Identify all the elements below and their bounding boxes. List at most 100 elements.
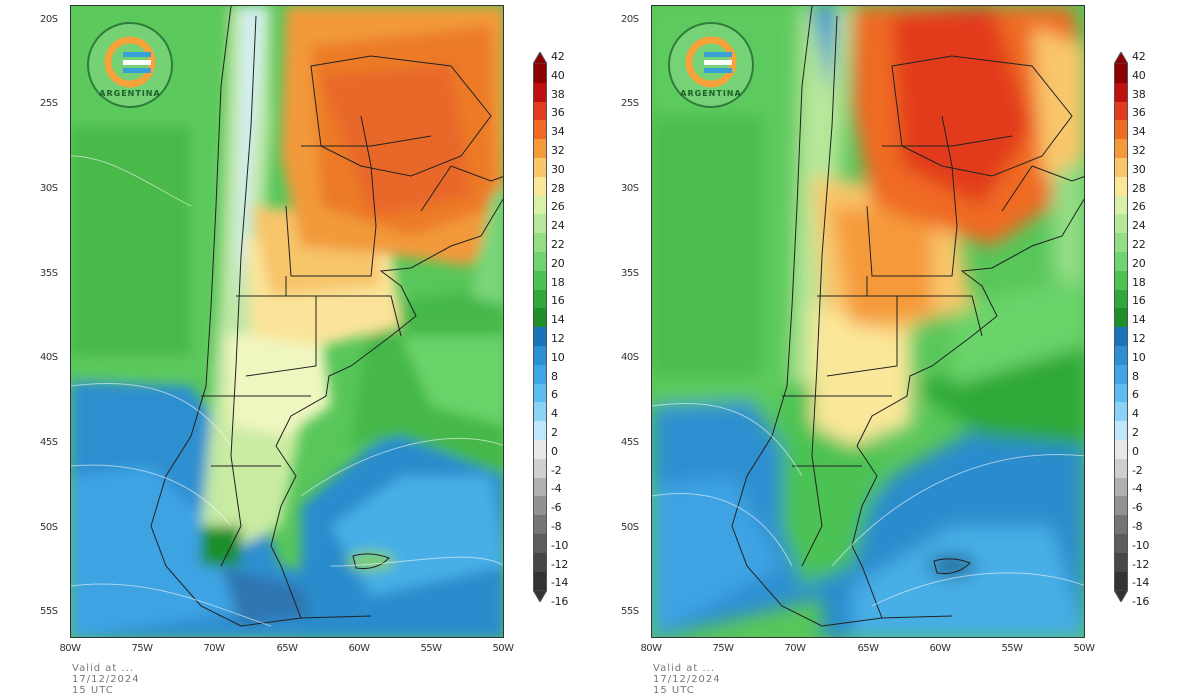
right-temperature-map: ARGENTINA [651,5,1085,638]
lon-tick: 80W [640,643,662,654]
right-boundaries [731,6,1084,627]
colorbar-level-label: -12 [1132,557,1150,571]
colorbar-level-label: -12 [551,557,569,571]
lat-tick: 20S [40,14,58,25]
colorbar-level-label: 38 [1132,87,1146,101]
lat-tick: 55S [621,606,639,617]
colorbar-swatch [533,477,547,497]
left-temperature-map: ARGENTINA [70,5,504,638]
right-caption: Valid at ... 17/12/2024 15 UTC [653,663,721,696]
colorbar-swatch [1114,233,1128,253]
colorbar-swatch [533,252,547,272]
colorbar-level-label: 42 [1132,50,1146,63]
colorbar-level-label: 22 [551,238,565,251]
lon-tick: 65W [276,643,298,654]
colorbar-bottom-arrow [533,590,547,603]
colorbar-swatch [1114,571,1128,591]
colorbar-swatch [533,158,547,178]
colorbar-swatch [1114,252,1128,272]
colorbar-swatch [533,176,547,197]
colorbar-level-label: 10 [551,350,565,364]
colorbar-level-label: 2 [1132,426,1139,439]
lon-tick: 70W [203,643,225,654]
colorbar-level-label: 26 [551,200,565,214]
lon-tick: 60W [348,643,370,654]
colorbar-level-label: 16 [1132,294,1146,308]
lat-tick: 35S [40,268,58,279]
lon-tick: 50W [492,643,514,654]
colorbar-level-label: -6 [1132,501,1143,515]
colorbar-level-label: -4 [551,482,562,496]
colorbar-level-label: 2 [551,426,558,439]
colorbar-swatch [533,496,547,516]
colorbar-level-label: -10 [551,538,569,552]
colorbar-swatch [533,139,547,159]
lat-tick: 30S [621,183,639,194]
smn-logo-icon [104,36,156,88]
colorbar-level-label: 4 [551,407,558,421]
colorbar-level-label: 28 [1132,181,1146,195]
colorbar-swatch [1114,214,1128,234]
colorbar-swatch [533,195,547,215]
lon-tick: 70W [784,643,806,654]
colorbar-swatch [533,571,547,591]
colorbar-level-label: 38 [551,87,565,101]
colorbar-level-label: -16 [551,595,569,609]
colorbar-level-label: 22 [1132,238,1146,251]
colorbar-level-label: 12 [1132,332,1146,345]
lat-tick: 35S [621,268,639,279]
colorbar-level-label: 32 [551,144,565,157]
colorbar-swatch [1114,327,1128,347]
colorbar-swatch [533,383,547,403]
colorbar-level-label: 6 [551,388,558,402]
colorbar-level-label: 34 [551,125,565,139]
logo-badge: ARGENTINA [668,22,754,108]
colorbar-swatch [1114,346,1128,366]
colorbar-swatch [533,440,547,460]
colorbar-level-label: -4 [1132,482,1143,496]
colorbar-level-label: 30 [1132,162,1146,176]
lat-tick: 40S [621,352,639,363]
colorbar-level-label: -8 [551,520,562,533]
lon-tick: 60W [929,643,951,654]
lon-tick: 65W [857,643,879,654]
colorbar-level-label: 18 [551,275,565,289]
colorbar-swatch [1114,139,1128,159]
colorbar-swatch [533,327,547,347]
lon-tick: 80W [59,643,81,654]
colorbar-level-label: 14 [1132,313,1146,327]
colorbar-swatch [533,534,547,554]
colorbar-swatch [1114,496,1128,516]
colorbar-swatch [533,289,547,309]
colorbar-swatch [533,515,547,535]
colorbar-level-label: 14 [551,313,565,327]
colorbar-swatch [1114,477,1128,497]
colorbar-swatch [1114,176,1128,197]
lat-tick: 20S [621,14,639,25]
colorbar-level-label: 24 [1132,219,1146,233]
left-boundaries [150,6,503,627]
colorbar-level-label: 26 [1132,200,1146,214]
colorbar-swatch [1114,120,1128,140]
colorbar-swatch [1114,458,1128,479]
colorbar-level-label: 8 [1132,369,1139,383]
logo-text: ARGENTINA [680,89,742,98]
lat-tick: 40S [40,352,58,363]
colorbar-level-label: 0 [1132,444,1139,458]
lat-tick: 25S [40,98,58,109]
colorbar-level-label: 40 [1132,68,1146,82]
colorbar-level-label: 16 [551,294,565,308]
colorbar-level-label: 40 [551,68,565,82]
colorbar-swatch [533,402,547,422]
colorbar-swatch [1114,383,1128,403]
lat-tick: 50S [621,522,639,533]
colorbar-level-label: 36 [1132,106,1146,120]
colorbar-level-label: -14 [1132,576,1150,590]
colorbar-level-label: -8 [1132,520,1143,533]
lat-tick: 45S [621,437,639,448]
colorbar-swatch [1114,82,1128,103]
logo-badge: ARGENTINA [87,22,173,108]
colorbar-swatch [533,308,547,328]
colorbar-swatch [533,346,547,366]
colorbar-level-label: 20 [1132,256,1146,270]
